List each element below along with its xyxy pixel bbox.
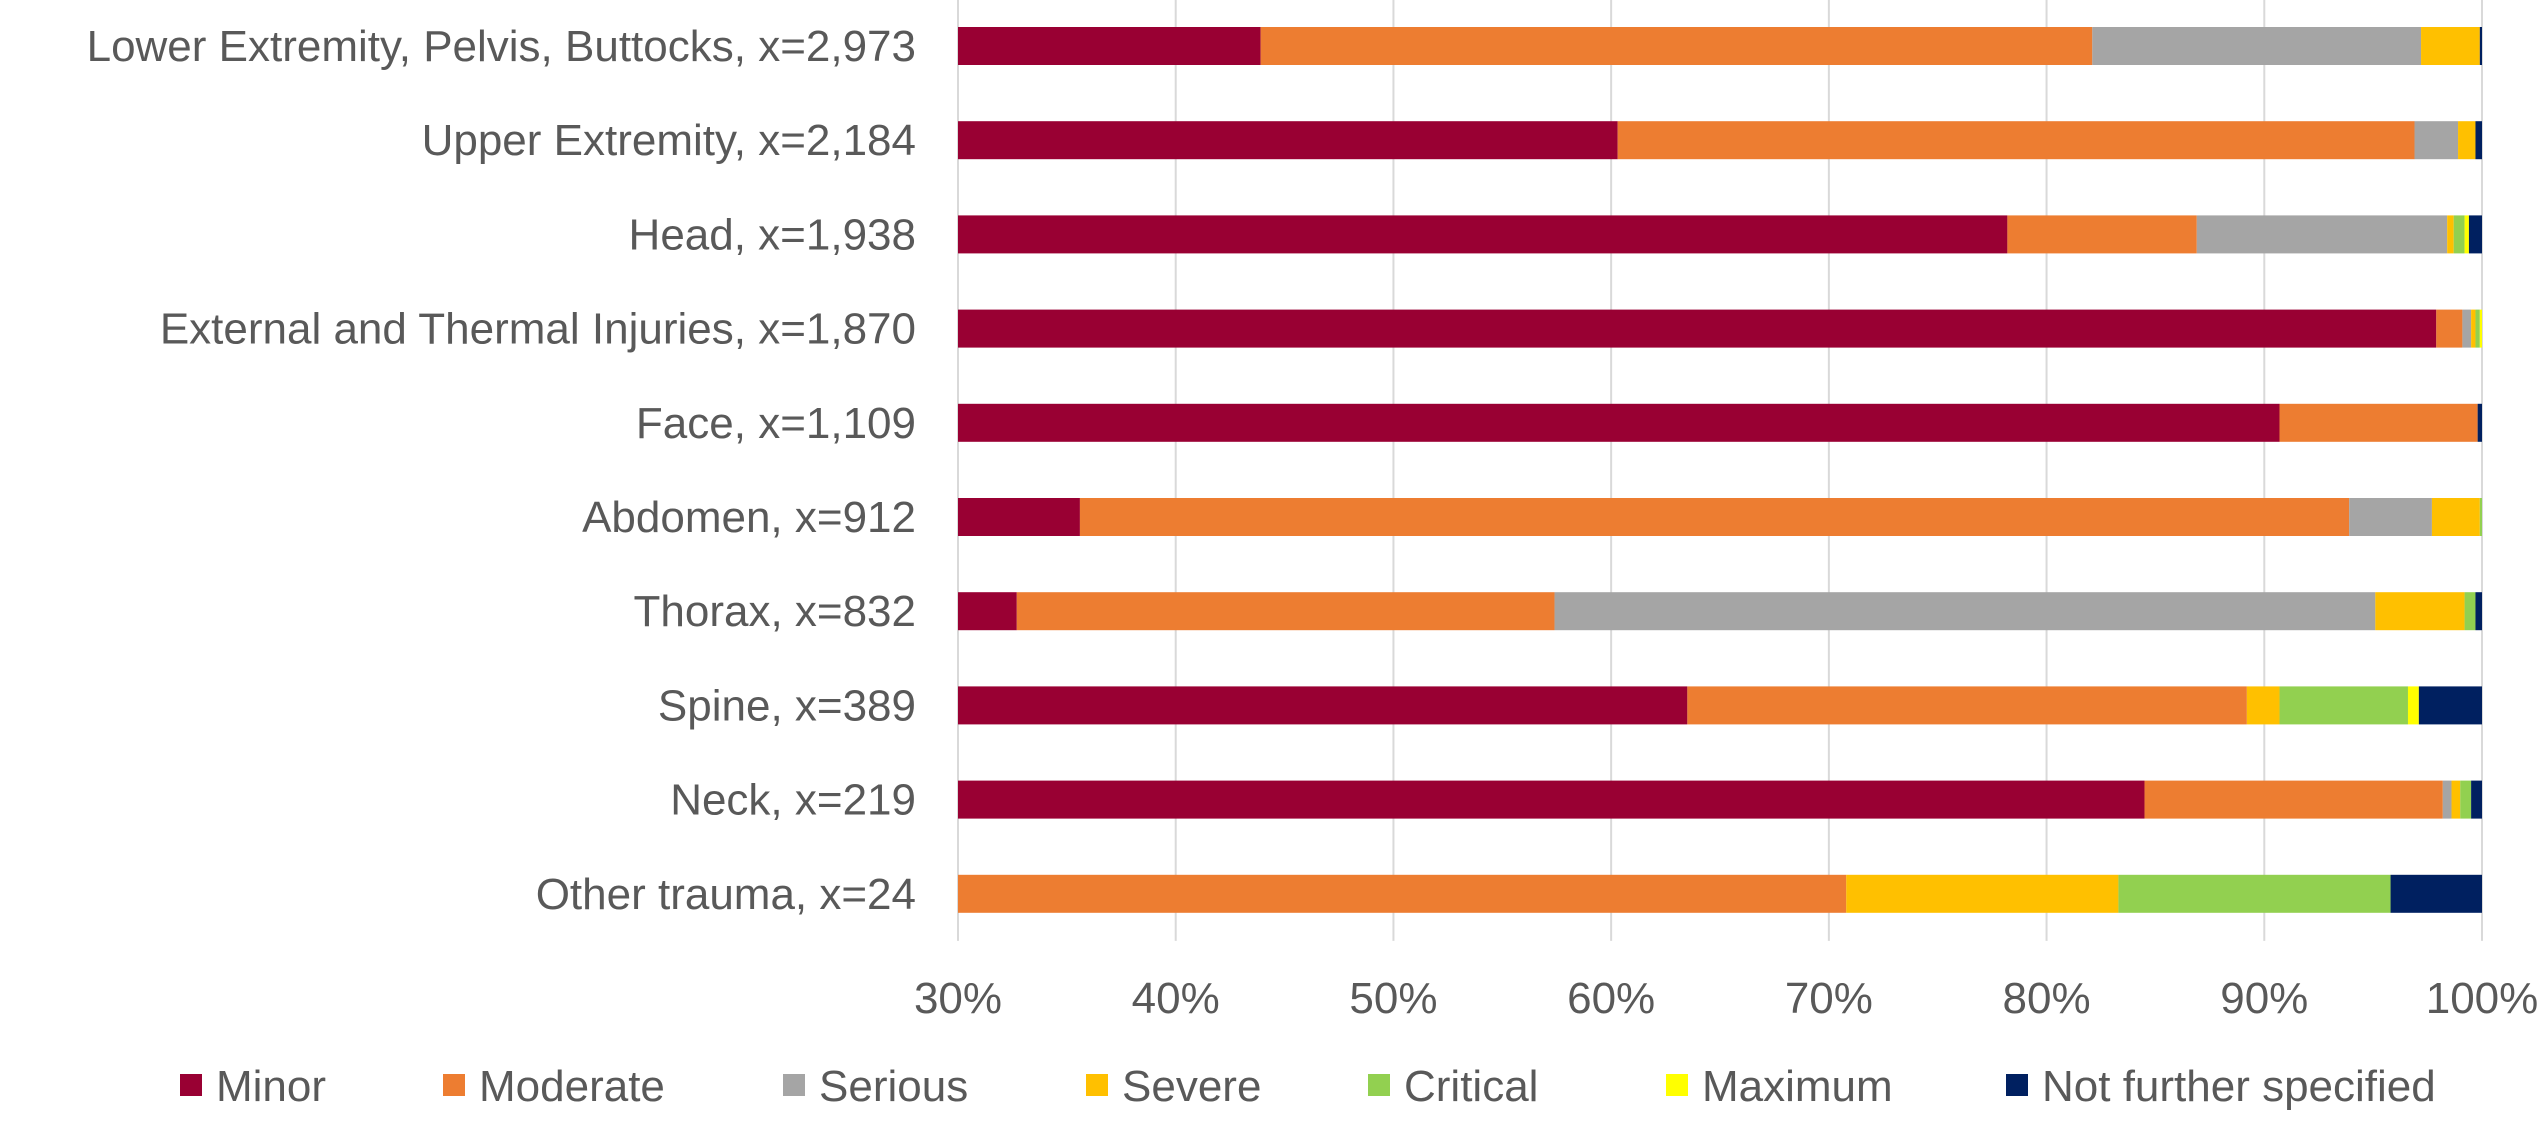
- bar-moderate-2: [2007, 215, 2197, 254]
- bar-critical-2: [2453, 215, 2465, 254]
- bar-serious-5: [2349, 498, 2432, 536]
- category-labels: Lower Extremity, Pelvis, Buttocks, x=2,9…: [87, 22, 916, 919]
- x-tick-label-2: 50%: [1349, 974, 1437, 1023]
- legend-label-maximum: Maximum: [1702, 1062, 1893, 1111]
- category-label-2: Head, x=1,938: [629, 210, 916, 259]
- category-label-3: External and Thermal Injuries, x=1,870: [160, 305, 916, 354]
- bar-moderate-8: [2144, 780, 2443, 819]
- legend-swatch-minor: [180, 1074, 202, 1096]
- bar-moderate-9: [958, 874, 1847, 913]
- legend-label-critical: Critical: [1404, 1062, 1538, 1111]
- legend-swatch-maximum: [1666, 1074, 1688, 1096]
- bar-minor-2: [958, 215, 2008, 254]
- bar-critical-5: [2479, 498, 2482, 536]
- bar-minor-1: [958, 121, 1618, 160]
- bar-serious-0: [2092, 27, 2422, 65]
- bar-serious-6: [1554, 592, 2376, 631]
- bar-maximum-3: [2479, 309, 2482, 348]
- x-tick-label-7: 100%: [2426, 974, 2539, 1023]
- bar-severe-8: [2451, 780, 2461, 819]
- category-label-6: Thorax, x=832: [634, 587, 917, 636]
- bar-not-further-specified-4: [2477, 403, 2482, 442]
- bar-minor-7: [958, 686, 1688, 725]
- bar-minor-3: [958, 309, 2437, 348]
- category-label-4: Face, x=1,109: [636, 399, 916, 448]
- bar-not-further-specified-0: [2479, 27, 2482, 65]
- bar-serious-2: [2196, 215, 2448, 254]
- x-tick-labels: 30% 40% 50% 60% 70% 80% 90% 100%: [914, 974, 2538, 1023]
- bar-serious-8: [2442, 780, 2452, 819]
- legend-label-not-further-specified: Not further specified: [2042, 1062, 2436, 1111]
- legend-label-moderate: Moderate: [479, 1062, 665, 1111]
- bar-moderate-3: [2436, 309, 2463, 348]
- bar-minor-0: [958, 27, 1261, 65]
- x-tick-label-1: 40%: [1132, 974, 1220, 1023]
- bar-minor-6: [958, 592, 1017, 631]
- category-label-5: Abdomen, x=912: [582, 493, 916, 542]
- category-label-1: Upper Extremity, x=2,184: [422, 116, 916, 165]
- bar-minor-8: [958, 780, 2145, 819]
- bar-severe-9: [1846, 874, 2119, 913]
- bar-severe-6: [2375, 592, 2465, 631]
- bar-moderate-1: [1617, 121, 2415, 160]
- bar-minor-5: [958, 498, 1080, 536]
- category-label-7: Spine, x=389: [658, 681, 916, 730]
- x-tick-label-0: 30%: [914, 974, 1002, 1023]
- bar-serious-3: [2462, 309, 2472, 348]
- bar-moderate-7: [1687, 686, 2247, 725]
- bar-severe-2: [2447, 215, 2454, 254]
- bar-not-further-specified-2: [2468, 215, 2482, 254]
- bar-severe-5: [2431, 498, 2480, 536]
- legend-swatch-severe: [1086, 1074, 1108, 1096]
- bar-minor-4: [958, 403, 2280, 442]
- legend-label-minor: Minor: [216, 1062, 326, 1111]
- legend-swatch-serious: [783, 1074, 805, 1096]
- bar-moderate-0: [1260, 27, 2093, 65]
- bar-moderate-4: [2279, 403, 2478, 442]
- legend-label-severe: Severe: [1122, 1062, 1261, 1111]
- legend-label-serious: Serious: [819, 1062, 968, 1111]
- x-tick-label-6: 90%: [2220, 974, 2308, 1023]
- category-label-9: Other trauma, x=24: [536, 870, 916, 919]
- bar-maximum-7: [2407, 686, 2419, 725]
- bar-moderate-6: [1016, 592, 1555, 631]
- bar-critical-6: [2464, 592, 2476, 631]
- bar-critical-3: [2475, 309, 2480, 348]
- bar-group: [958, 27, 2482, 913]
- bar-not-further-specified-6: [2475, 592, 2482, 631]
- x-tick-label-3: 60%: [1567, 974, 1655, 1023]
- legend-swatch-not-further-specified: [2006, 1074, 2028, 1096]
- bar-severe-7: [2246, 686, 2280, 725]
- bar-moderate-5: [1079, 498, 2350, 536]
- bar-not-further-specified-9: [2390, 874, 2482, 913]
- legend: Minor Moderate Serious Severe Critical Maximu…: [180, 1062, 2436, 1111]
- legend-swatch-critical: [1368, 1074, 1390, 1096]
- category-label-0: Lower Extremity, Pelvis, Buttocks, x=2,9…: [87, 22, 916, 71]
- bar-critical-9: [2118, 874, 2391, 913]
- bar-maximum-2: [2464, 215, 2469, 254]
- bar-severe-1: [2458, 121, 2476, 160]
- bar-not-further-specified-1: [2475, 121, 2482, 160]
- bars: [958, 27, 2482, 913]
- bar-not-further-specified-8: [2471, 780, 2482, 819]
- x-tick-label-5: 80%: [2003, 974, 2091, 1023]
- category-label-8: Neck, x=219: [670, 776, 916, 825]
- bar-serious-1: [2414, 121, 2459, 160]
- x-tick-label-4: 70%: [1785, 974, 1873, 1023]
- bar-severe-3: [2471, 309, 2476, 348]
- legend-swatch-moderate: [443, 1074, 465, 1096]
- bar-critical-8: [2460, 780, 2472, 819]
- bar-severe-0: [2421, 27, 2480, 65]
- bar-critical-7: [2279, 686, 2408, 725]
- bar-not-further-specified-7: [2418, 686, 2482, 725]
